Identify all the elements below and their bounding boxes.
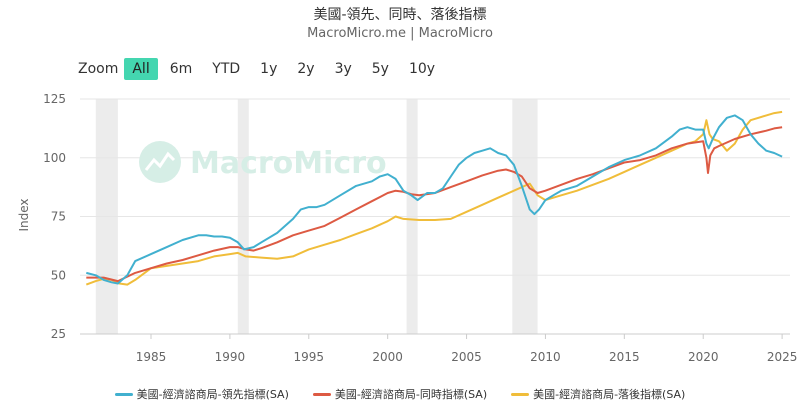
axes: 25 50 75 100 125 1985 1990 1995 2000 2005 2010 2015… bbox=[43, 92, 797, 364]
zoom-6m-button[interactable]: 6m bbox=[169, 61, 193, 77]
chart-subtitle: MacroMicro.me | MacroMicro bbox=[307, 26, 493, 41]
logo-chart-icon bbox=[144, 151, 176, 171]
y-axis-label: Index bbox=[17, 198, 31, 231]
x-tick-label: 2020 bbox=[688, 350, 719, 364]
y-tick-label: 100 bbox=[43, 151, 66, 165]
series bbox=[85, 110, 783, 286]
legend-swatch-lagging bbox=[511, 392, 530, 396]
zoom-bar: Zoom All 6m YTD 1y 2y 3y 5y 10y bbox=[78, 58, 447, 80]
x-tick-label: 2005 bbox=[451, 350, 482, 364]
gridlines bbox=[80, 98, 790, 335]
series-line-lagging[interactable] bbox=[85, 110, 783, 286]
chart-title: 美國-領先、同時、落後指標 bbox=[313, 7, 487, 23]
zoom-all-button[interactable]: All bbox=[124, 58, 158, 80]
zoom-10y-button[interactable]: 10y bbox=[408, 61, 436, 77]
series-line-coincident[interactable] bbox=[86, 126, 783, 283]
zoom-5y-button[interactable]: 5y bbox=[371, 61, 389, 77]
zoom-ytd-button[interactable]: YTD bbox=[212, 61, 241, 77]
y-tick-label: 50 bbox=[51, 268, 66, 282]
legend-label-coincident: 美國-經濟諮商局-同時指標(SA) bbox=[334, 388, 488, 401]
legend-label-lagging: 美國-經濟諮商局-落後指標(SA) bbox=[533, 388, 686, 401]
macromicro-logo-icon bbox=[139, 141, 181, 183]
zoom-label: Zoom bbox=[78, 61, 119, 77]
legend-item-coincident[interactable]: 美國-經濟諮商局-同時指標(SA) bbox=[312, 386, 488, 402]
legend-item-lagging[interactable]: 美國-經濟諮商局-落後指標(SA) bbox=[511, 386, 685, 402]
x-tick-label: 1990 bbox=[215, 350, 246, 364]
legend-swatch-coincident bbox=[312, 392, 331, 396]
legend: 美國-經濟諮商局-領先指標(SA) 美國-經濟諮商局-同時指標(SA) 美國-經… bbox=[0, 386, 800, 402]
x-tick-label: 2015 bbox=[609, 350, 640, 364]
zoom-3y-button[interactable]: 3y bbox=[334, 61, 352, 77]
x-tick-label: 2025 bbox=[767, 350, 798, 364]
watermark: MacroMicro bbox=[139, 141, 387, 183]
series-line-leading[interactable] bbox=[86, 114, 783, 285]
x-tick-label: 1995 bbox=[294, 350, 325, 364]
legend-label-leading: 美國-經濟諮商局-領先指標(SA) bbox=[136, 388, 289, 401]
legend-swatch-leading bbox=[114, 392, 133, 396]
x-tick-label: 1985 bbox=[136, 350, 167, 364]
y-tick-label: 75 bbox=[51, 210, 66, 224]
y-tick-label: 25 bbox=[51, 327, 66, 341]
watermark-text: MacroMicro bbox=[190, 146, 387, 181]
legend-item-leading[interactable]: 美國-經濟諮商局-領先指標(SA) bbox=[114, 386, 289, 402]
zoom-1y-button[interactable]: 1y bbox=[260, 61, 278, 77]
x-tick-label: 2010 bbox=[530, 350, 561, 364]
x-tick-label: 2000 bbox=[372, 350, 403, 364]
y-tick-label: 125 bbox=[43, 92, 66, 106]
zoom-2y-button[interactable]: 2y bbox=[297, 61, 315, 77]
